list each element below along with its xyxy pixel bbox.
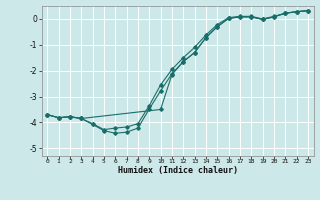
X-axis label: Humidex (Indice chaleur): Humidex (Indice chaleur) [118, 166, 237, 175]
